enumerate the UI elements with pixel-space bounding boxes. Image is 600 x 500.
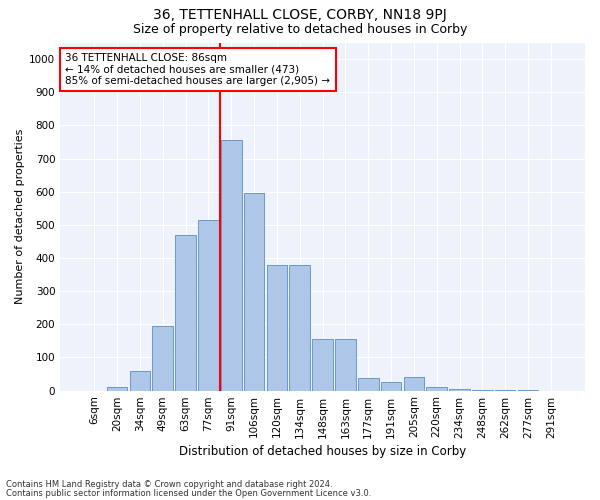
Bar bbox=[130, 370, 150, 390]
Text: Size of property relative to detached houses in Corby: Size of property relative to detached ho… bbox=[133, 22, 467, 36]
Bar bbox=[427, 388, 447, 390]
Y-axis label: Number of detached properties: Number of detached properties bbox=[15, 129, 25, 304]
X-axis label: Distribution of detached houses by size in Corby: Distribution of detached houses by size … bbox=[179, 444, 466, 458]
Text: 36 TETTENHALL CLOSE: 86sqm
← 14% of detached houses are smaller (473)
85% of sem: 36 TETTENHALL CLOSE: 86sqm ← 14% of deta… bbox=[65, 53, 331, 86]
Text: 36, TETTENHALL CLOSE, CORBY, NN18 9PJ: 36, TETTENHALL CLOSE, CORBY, NN18 9PJ bbox=[153, 8, 447, 22]
Bar bbox=[266, 264, 287, 390]
Bar bbox=[198, 220, 219, 390]
Text: Contains public sector information licensed under the Open Government Licence v3: Contains public sector information licen… bbox=[6, 488, 371, 498]
Bar bbox=[175, 235, 196, 390]
Bar bbox=[313, 339, 333, 390]
Bar bbox=[152, 326, 173, 390]
Bar bbox=[221, 140, 242, 390]
Bar bbox=[335, 339, 356, 390]
Bar bbox=[404, 378, 424, 390]
Bar bbox=[449, 389, 470, 390]
Bar bbox=[244, 194, 265, 390]
Bar bbox=[107, 386, 127, 390]
Bar bbox=[381, 382, 401, 390]
Bar bbox=[358, 378, 379, 390]
Bar bbox=[289, 264, 310, 390]
Text: Contains HM Land Registry data © Crown copyright and database right 2024.: Contains HM Land Registry data © Crown c… bbox=[6, 480, 332, 489]
